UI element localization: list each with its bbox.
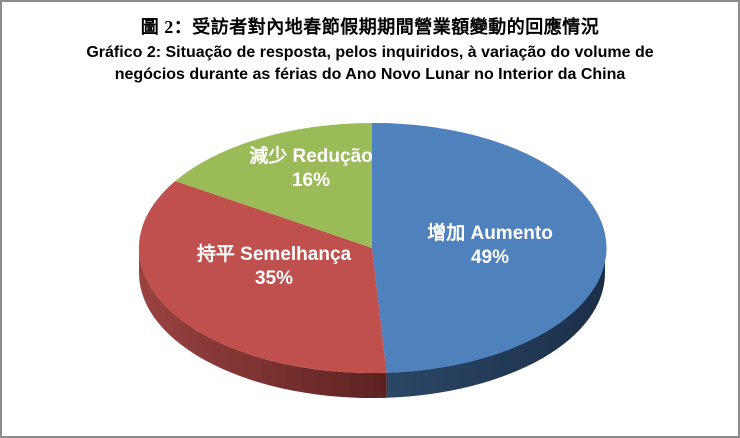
slice-label-2: 減少 Redução bbox=[249, 144, 373, 167]
pie-slice-1 bbox=[138, 181, 387, 374]
chart-title-zh: 圖 2：受訪者對內地春節假期期間營業額變動的回應情況 bbox=[140, 17, 600, 37]
pie-slice-side-0 bbox=[386, 248, 606, 398]
pie-slice-2 bbox=[175, 123, 372, 248]
pie-top-slices bbox=[138, 122, 607, 374]
slice-label-1: 持平 Semelhança bbox=[197, 242, 352, 265]
pie-slice-side-1 bbox=[138, 248, 387, 399]
slice-pct-0: 49% bbox=[471, 247, 509, 268]
pie-slice-0 bbox=[372, 122, 607, 373]
slice-pct-2: 16% bbox=[292, 170, 330, 191]
pie-side-walls bbox=[138, 248, 606, 399]
chart-title-pt: Gráfico 2: Situação de resposta, pelos i… bbox=[86, 44, 654, 83]
slice-pct-1: 35% bbox=[255, 268, 293, 289]
slice-label-0: 增加 Aumento bbox=[427, 221, 553, 244]
pie-slice-labels: 增加 Aumento 49% 持平 Semelhança 35% 減少 Redução 1… bbox=[197, 144, 553, 289]
